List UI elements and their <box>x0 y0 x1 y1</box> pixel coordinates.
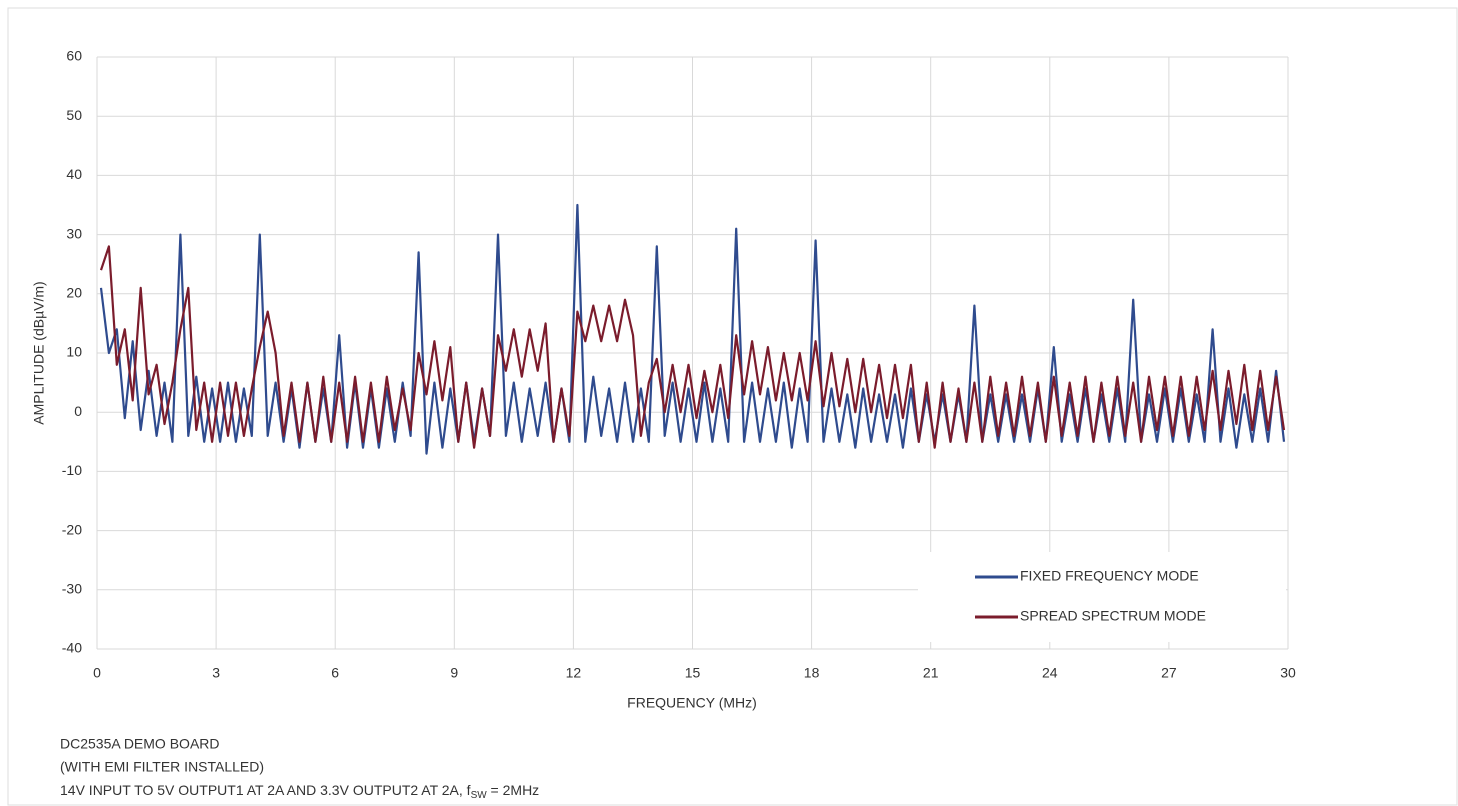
y-tick-label: -40 <box>62 640 82 656</box>
y-tick-label: 30 <box>66 225 82 241</box>
note-subscript: SW <box>471 790 488 801</box>
y-tick-label: 20 <box>66 285 82 301</box>
x-tick-label: 27 <box>1161 665 1177 681</box>
x-tick-label: 9 <box>450 665 458 681</box>
note: = 2MHz <box>487 782 540 798</box>
legend-label: SPREAD SPECTRUM MODE <box>1020 608 1206 624</box>
note: 14V INPUT TO 5V OUTPUT1 AT 2A AND 3.3V O… <box>60 782 471 798</box>
y-tick-label: -10 <box>62 462 82 478</box>
x-tick-label: 30 <box>1280 665 1296 681</box>
y-tick-label: 10 <box>66 344 82 360</box>
grid <box>96 56 1289 650</box>
frame <box>7 7 1458 806</box>
legend-label: FIXED FREQUENCY MODE <box>1020 568 1199 584</box>
x-tick-label: 24 <box>1042 665 1058 681</box>
x-tick-label: 0 <box>93 665 101 681</box>
note: 14V INPUT TO 5V OUTPUT1 AT 2A AND 3.3V O… <box>60 782 539 801</box>
x-tick-label: 21 <box>923 665 939 681</box>
plot-lines <box>99 203 1286 455</box>
note: DC2535A DEMO BOARD <box>60 736 220 752</box>
x-tick-label: 15 <box>685 665 701 681</box>
legend: FIXED FREQUENCY MODE SPREAD SPECTRUM MODE <box>918 552 1286 642</box>
y-tick-label: 60 <box>66 48 82 64</box>
x-tick-label: 6 <box>331 665 339 681</box>
x-tick-label: 3 <box>212 665 220 681</box>
y-tick-label: 40 <box>66 166 82 182</box>
legend-box <box>918 552 1286 642</box>
y-tick-label: -20 <box>62 521 82 537</box>
note: (WITH EMI FILTER INSTALLED) <box>60 759 264 775</box>
x-axis-title: FREQUENCY (MHz) <box>627 695 757 711</box>
y-tick-label: 0 <box>74 403 82 419</box>
y-tick-label: 50 <box>66 107 82 123</box>
x-tick-label: 18 <box>804 665 820 681</box>
y-axis-title: AMPLITUDE (dBµV/m) <box>31 281 47 424</box>
y-tick-label: -30 <box>62 581 82 597</box>
series-line <box>99 245 1286 449</box>
x-tick-label: 12 <box>566 665 582 681</box>
